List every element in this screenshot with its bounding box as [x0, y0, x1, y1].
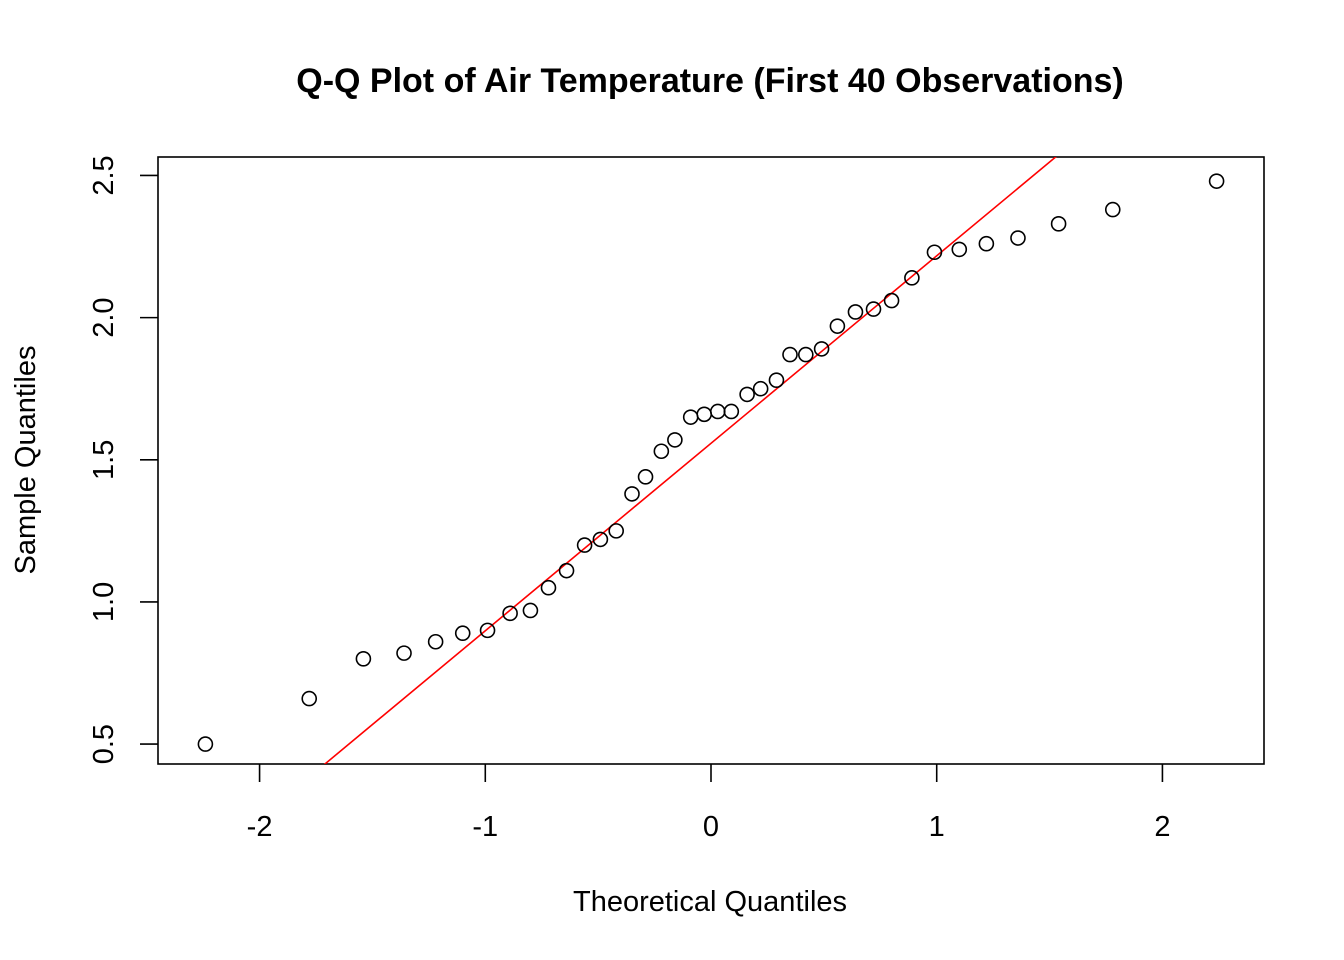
data-point [608, 523, 625, 539]
data-point [427, 633, 444, 650]
data-point [454, 625, 471, 642]
data-point [522, 602, 539, 619]
y-tick-label: 0.5 [88, 724, 120, 764]
data-point [752, 380, 769, 397]
y-tick-label: 2.5 [88, 155, 120, 195]
y-axis-label: Sample Quantiles [10, 346, 42, 575]
data-point [355, 651, 372, 667]
data-point [682, 409, 699, 425]
y-tick-label: 2.0 [88, 297, 120, 337]
data-point [1050, 216, 1067, 232]
data-point [709, 403, 726, 420]
x-tick-label: 1 [929, 811, 945, 843]
chart-title: Q-Q Plot of Air Temperature (First 40 Ob… [296, 62, 1124, 100]
data-point [396, 645, 412, 661]
x-tick-label: -1 [472, 811, 498, 843]
x-tick-label: -2 [247, 811, 273, 843]
data-point [768, 372, 785, 388]
data-point [479, 622, 496, 639]
data-point [653, 443, 670, 460]
data-point [951, 241, 968, 258]
plot-frame [157, 156, 1265, 765]
data-point [576, 537, 593, 553]
data-point [592, 531, 609, 548]
data-point [904, 270, 920, 286]
x-tick-label: 0 [703, 811, 719, 843]
y-tick-label: 1.5 [88, 440, 120, 480]
data-point [667, 432, 683, 448]
data-point [696, 406, 713, 423]
data-point [624, 486, 640, 502]
data-point [558, 562, 575, 579]
data-point [782, 346, 798, 363]
data-point [865, 301, 882, 317]
data-point [1010, 230, 1026, 246]
data-point [540, 579, 557, 596]
data-point [926, 244, 943, 261]
y-tick-label: 1.0 [88, 582, 120, 622]
reference-line [323, 157, 1057, 764]
data-point [813, 341, 830, 357]
data-point [502, 605, 518, 622]
plot-area: -2 -1 0 1 2 0.5 1.0 1.5 2.0 2.5 [88, 155, 1265, 843]
data-point [723, 403, 740, 420]
x-tick-label: 2 [1154, 811, 1170, 843]
data-point [847, 304, 864, 320]
data-point [797, 346, 814, 363]
data-point [1104, 201, 1121, 218]
data-point [883, 292, 900, 309]
data-point [197, 736, 214, 752]
data-point [739, 386, 755, 403]
data-point [978, 235, 995, 252]
x-axis-label: Theoretical Quantiles [573, 886, 847, 918]
data-point [1208, 173, 1225, 189]
data-point [301, 690, 318, 707]
data-point [637, 469, 654, 485]
data-point [829, 318, 846, 334]
